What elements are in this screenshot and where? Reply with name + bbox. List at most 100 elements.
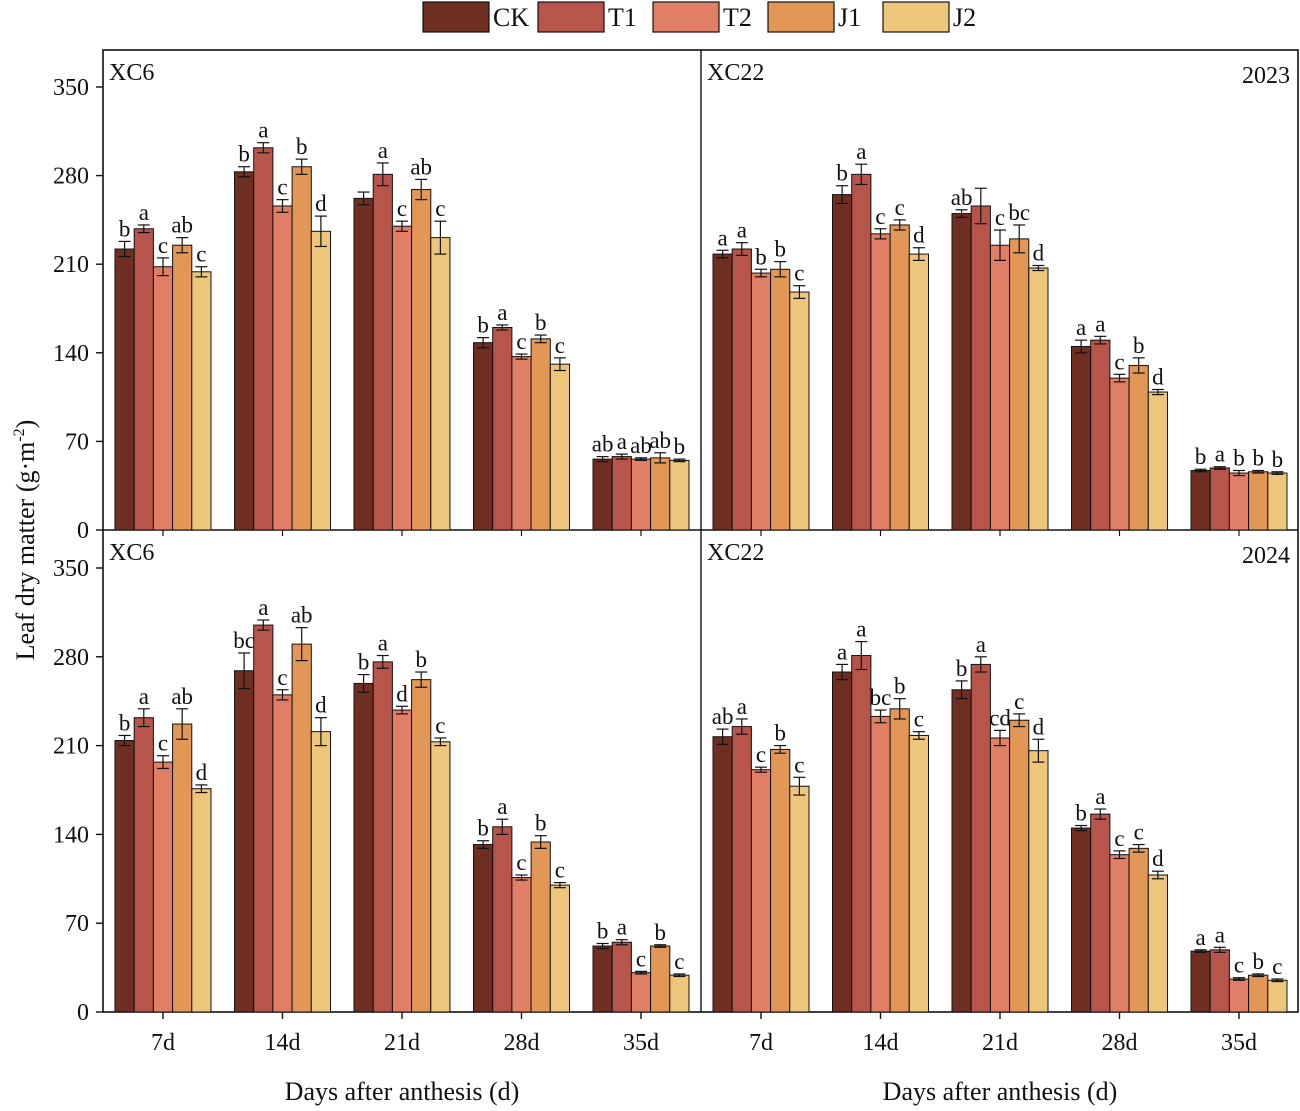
bar-t2-28d	[511, 877, 532, 1013]
significance-letter: a	[258, 118, 268, 143]
legend-label-t2: T2	[723, 3, 752, 32]
bar-t1-7d	[133, 228, 154, 531]
significance-letter: d	[196, 760, 208, 785]
bar-t2-7d	[750, 769, 772, 1013]
significance-letter: bc	[870, 685, 892, 710]
significance-letter: ab	[712, 704, 734, 729]
bar-t1-14d	[253, 147, 274, 531]
bar-t2-21d	[989, 737, 1011, 1013]
bar-ck-28d	[1071, 827, 1092, 1013]
bar-j1-14d	[291, 643, 312, 1013]
significance-letter: b	[535, 811, 547, 836]
bar-t1-35d	[611, 456, 632, 531]
significance-letter: b	[119, 216, 131, 241]
legend-label-j2: J2	[953, 3, 976, 32]
significance-letter: d	[1033, 714, 1045, 739]
bar-t2-21d	[391, 709, 413, 1013]
bar-j1-28d	[530, 841, 551, 1013]
y-tick-label: 0	[77, 518, 89, 544]
bar-j1-35d	[650, 945, 671, 1013]
bar-j2-7d	[789, 291, 810, 531]
y-tick-label: 70	[65, 911, 89, 937]
bar-t1-35d	[1209, 949, 1230, 1013]
bar-t2-28d	[1109, 377, 1130, 531]
bar-j1-21d	[1009, 719, 1030, 1013]
y-tick-label: 210	[53, 734, 89, 760]
y-tick-label: 350	[53, 75, 89, 101]
significance-letter: a	[378, 631, 388, 656]
bar-j1-28d	[1128, 364, 1149, 531]
bar-j1-14d	[889, 708, 910, 1013]
bar-j1-21d	[411, 189, 432, 531]
y-tick-label: 70	[65, 429, 89, 455]
significance-letter: c	[1114, 349, 1124, 374]
significance-letter: c	[1272, 954, 1282, 979]
bar-j2-21d	[1028, 750, 1049, 1013]
bar-t1-21d	[372, 173, 393, 531]
bar-t1-7d	[133, 717, 154, 1013]
bar-j2-7d	[191, 271, 212, 531]
bar-t2-35d	[630, 972, 652, 1013]
significance-letter: a	[378, 138, 388, 163]
bar-ck-14d	[832, 194, 853, 531]
significance-letter: a	[497, 300, 507, 325]
bar-t2-14d	[870, 715, 891, 1013]
bar-t2-7d	[750, 272, 772, 531]
bar-j1-28d	[1128, 847, 1149, 1013]
significance-letter: d	[396, 681, 408, 706]
bar-j2-28d	[549, 363, 570, 531]
significance-letter: a	[617, 429, 627, 454]
bar-ck-35d	[592, 458, 613, 531]
bar-j1-14d	[291, 166, 312, 531]
bar-t2-21d	[989, 244, 1011, 531]
panel-year-label: 2024	[1242, 543, 1290, 569]
bar-t2-21d	[391, 225, 413, 531]
panel-year-label: 2023	[1242, 63, 1290, 89]
legend-swatch-j2	[882, 1, 950, 33]
bar-ck-21d	[951, 689, 972, 1013]
bar-t1-28d	[1090, 813, 1111, 1013]
bar-ck-7d	[712, 253, 733, 531]
significance-letter: b	[755, 244, 767, 269]
bar-t2-14d	[870, 233, 891, 531]
significance-letter: a	[1215, 922, 1225, 947]
significance-letter: c	[914, 707, 924, 732]
significance-letter: c	[756, 742, 766, 767]
bar-t1-21d	[970, 663, 991, 1013]
bar-j2-7d	[789, 785, 810, 1013]
significance-letter: c	[397, 196, 407, 221]
significance-letter: b	[1133, 333, 1145, 358]
significance-letter: b	[774, 721, 786, 746]
x-tick-label: 21d	[982, 1030, 1018, 1056]
bar-ck-35d	[1190, 470, 1211, 531]
bar-j1-7d	[172, 244, 193, 531]
significance-letter: c	[794, 752, 804, 777]
bar-ck-7d	[114, 248, 135, 531]
bar-t2-7d	[152, 761, 174, 1013]
bar-j1-35d	[1248, 471, 1269, 531]
significance-letter: c	[895, 195, 905, 220]
significance-letter: a	[737, 218, 747, 243]
bar-ck-21d	[951, 213, 972, 531]
bar-j2-14d	[908, 734, 929, 1013]
significance-letter: a	[139, 684, 149, 709]
x-tick-label: 14d	[265, 1030, 301, 1056]
significance-letter: c	[158, 233, 168, 258]
bar-j2-28d	[1147, 391, 1169, 531]
significance-letter: c	[516, 850, 526, 875]
significance-letter: a	[1215, 442, 1225, 467]
significance-letter: b	[674, 434, 686, 459]
x-tick-label: 14d	[863, 1030, 899, 1056]
panel-cultivar-label: XC22	[707, 540, 764, 566]
bar-j2-35d	[669, 459, 690, 531]
significance-letter: a	[856, 139, 866, 164]
significance-letter: a	[976, 632, 986, 657]
bar-j1-7d	[172, 723, 193, 1013]
significance-letter: d	[315, 693, 327, 718]
bar-ck-14d	[234, 670, 255, 1013]
significance-letter: b	[238, 142, 250, 167]
x-tick-label: 7d	[749, 1030, 773, 1056]
significance-letter: a	[737, 694, 747, 719]
significance-letter: b	[1252, 446, 1264, 471]
